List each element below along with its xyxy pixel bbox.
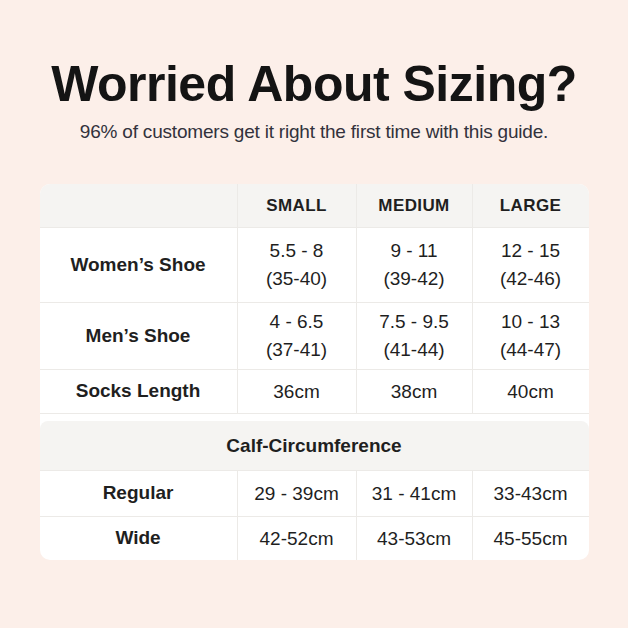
womens-shoe-large-value: 12 - 15 (42-46) bbox=[472, 228, 589, 302]
table-row-mens-shoe: Men’s Shoe 4 - 6.5 (37-41) 7.5 - 9.5 (41… bbox=[40, 302, 589, 369]
regular-small-value: 29 - 39cm bbox=[237, 471, 356, 516]
mens-shoe-large-line1: 10 - 13 bbox=[501, 308, 560, 336]
row-label-mens-shoe: Men’s Shoe bbox=[40, 303, 237, 369]
mens-shoe-small-value: 4 - 6.5 (37-41) bbox=[237, 303, 356, 369]
size-guide-infographic: Worried About Sizing? 96% of customers g… bbox=[0, 56, 628, 560]
table-row-womens-shoe: Women’s Shoe 5.5 - 8 (35-40) 9 - 11 (39-… bbox=[40, 227, 589, 302]
mens-shoe-small-line1: 4 - 6.5 bbox=[270, 308, 324, 336]
regular-medium-value: 31 - 41cm bbox=[356, 471, 472, 516]
socks-length-medium-value: 38cm bbox=[356, 370, 472, 413]
mens-shoe-small-line2: (37-41) bbox=[266, 336, 327, 364]
womens-shoe-large-line1: 12 - 15 bbox=[501, 237, 560, 265]
section-spacer bbox=[40, 414, 589, 421]
row-label-socks-length: Socks Length bbox=[40, 370, 237, 413]
socks-length-small-value: 36cm bbox=[237, 370, 356, 413]
mens-shoe-medium-line1: 7.5 - 9.5 bbox=[379, 308, 449, 336]
header-cell-medium: MEDIUM bbox=[356, 184, 472, 227]
regular-large-value: 33-43cm bbox=[472, 471, 589, 516]
header-cell-empty bbox=[40, 184, 237, 227]
wide-small-value: 42-52cm bbox=[237, 517, 356, 560]
mens-shoe-large-value: 10 - 13 (44-47) bbox=[472, 303, 589, 369]
wide-large-value: 45-55cm bbox=[472, 517, 589, 560]
page-subtitle: 96% of customers get it right the first … bbox=[10, 118, 618, 145]
row-label-regular: Regular bbox=[40, 471, 237, 516]
womens-shoe-medium-line1: 9 - 11 bbox=[390, 237, 437, 265]
socks-length-large-value: 40cm bbox=[472, 370, 589, 413]
womens-shoe-medium-line2: (39-42) bbox=[383, 265, 444, 293]
table-row-wide: Wide 42-52cm 43-53cm 45-55cm bbox=[40, 516, 589, 560]
table-header-row: SMALL MEDIUM LARGE bbox=[40, 184, 589, 227]
row-label-womens-shoe: Women’s Shoe bbox=[40, 228, 237, 302]
row-label-wide: Wide bbox=[40, 517, 237, 560]
table-row-regular: Regular 29 - 39cm 31 - 41cm 33-43cm bbox=[40, 471, 589, 516]
womens-shoe-small-line1: 5.5 - 8 bbox=[270, 237, 324, 265]
mens-shoe-large-line2: (44-47) bbox=[500, 336, 561, 364]
womens-shoe-small-value: 5.5 - 8 (35-40) bbox=[237, 228, 356, 302]
calf-circumference-section-header: Calf-Circumference bbox=[40, 421, 589, 471]
mens-shoe-medium-value: 7.5 - 9.5 (41-44) bbox=[356, 303, 472, 369]
womens-shoe-large-line2: (42-46) bbox=[500, 265, 561, 293]
page-title: Worried About Sizing? bbox=[8, 56, 620, 112]
table-row-socks-length: Socks Length 36cm 38cm 40cm bbox=[40, 369, 589, 414]
womens-shoe-small-line2: (35-40) bbox=[266, 265, 327, 293]
size-table: SMALL MEDIUM LARGE Women’s Shoe 5.5 - 8 … bbox=[40, 184, 589, 560]
mens-shoe-medium-line2: (41-44) bbox=[383, 336, 444, 364]
header-cell-small: SMALL bbox=[237, 184, 356, 227]
header-cell-large: LARGE bbox=[472, 184, 589, 227]
wide-medium-value: 43-53cm bbox=[356, 517, 472, 560]
womens-shoe-medium-value: 9 - 11 (39-42) bbox=[356, 228, 472, 302]
